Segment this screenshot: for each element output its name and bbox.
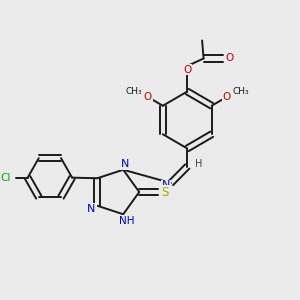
Text: O: O [144,92,152,102]
Text: CH₃: CH₃ [125,86,142,95]
Text: Cl: Cl [1,172,11,183]
Text: O: O [223,92,231,102]
Text: H: H [195,159,202,169]
Text: O: O [183,64,191,75]
Text: N: N [161,180,170,190]
Text: N: N [87,204,96,214]
Text: NH: NH [119,216,134,226]
Text: CH₃: CH₃ [233,86,249,95]
Text: S: S [161,185,169,199]
Text: N: N [121,159,129,169]
Text: O: O [225,53,233,64]
